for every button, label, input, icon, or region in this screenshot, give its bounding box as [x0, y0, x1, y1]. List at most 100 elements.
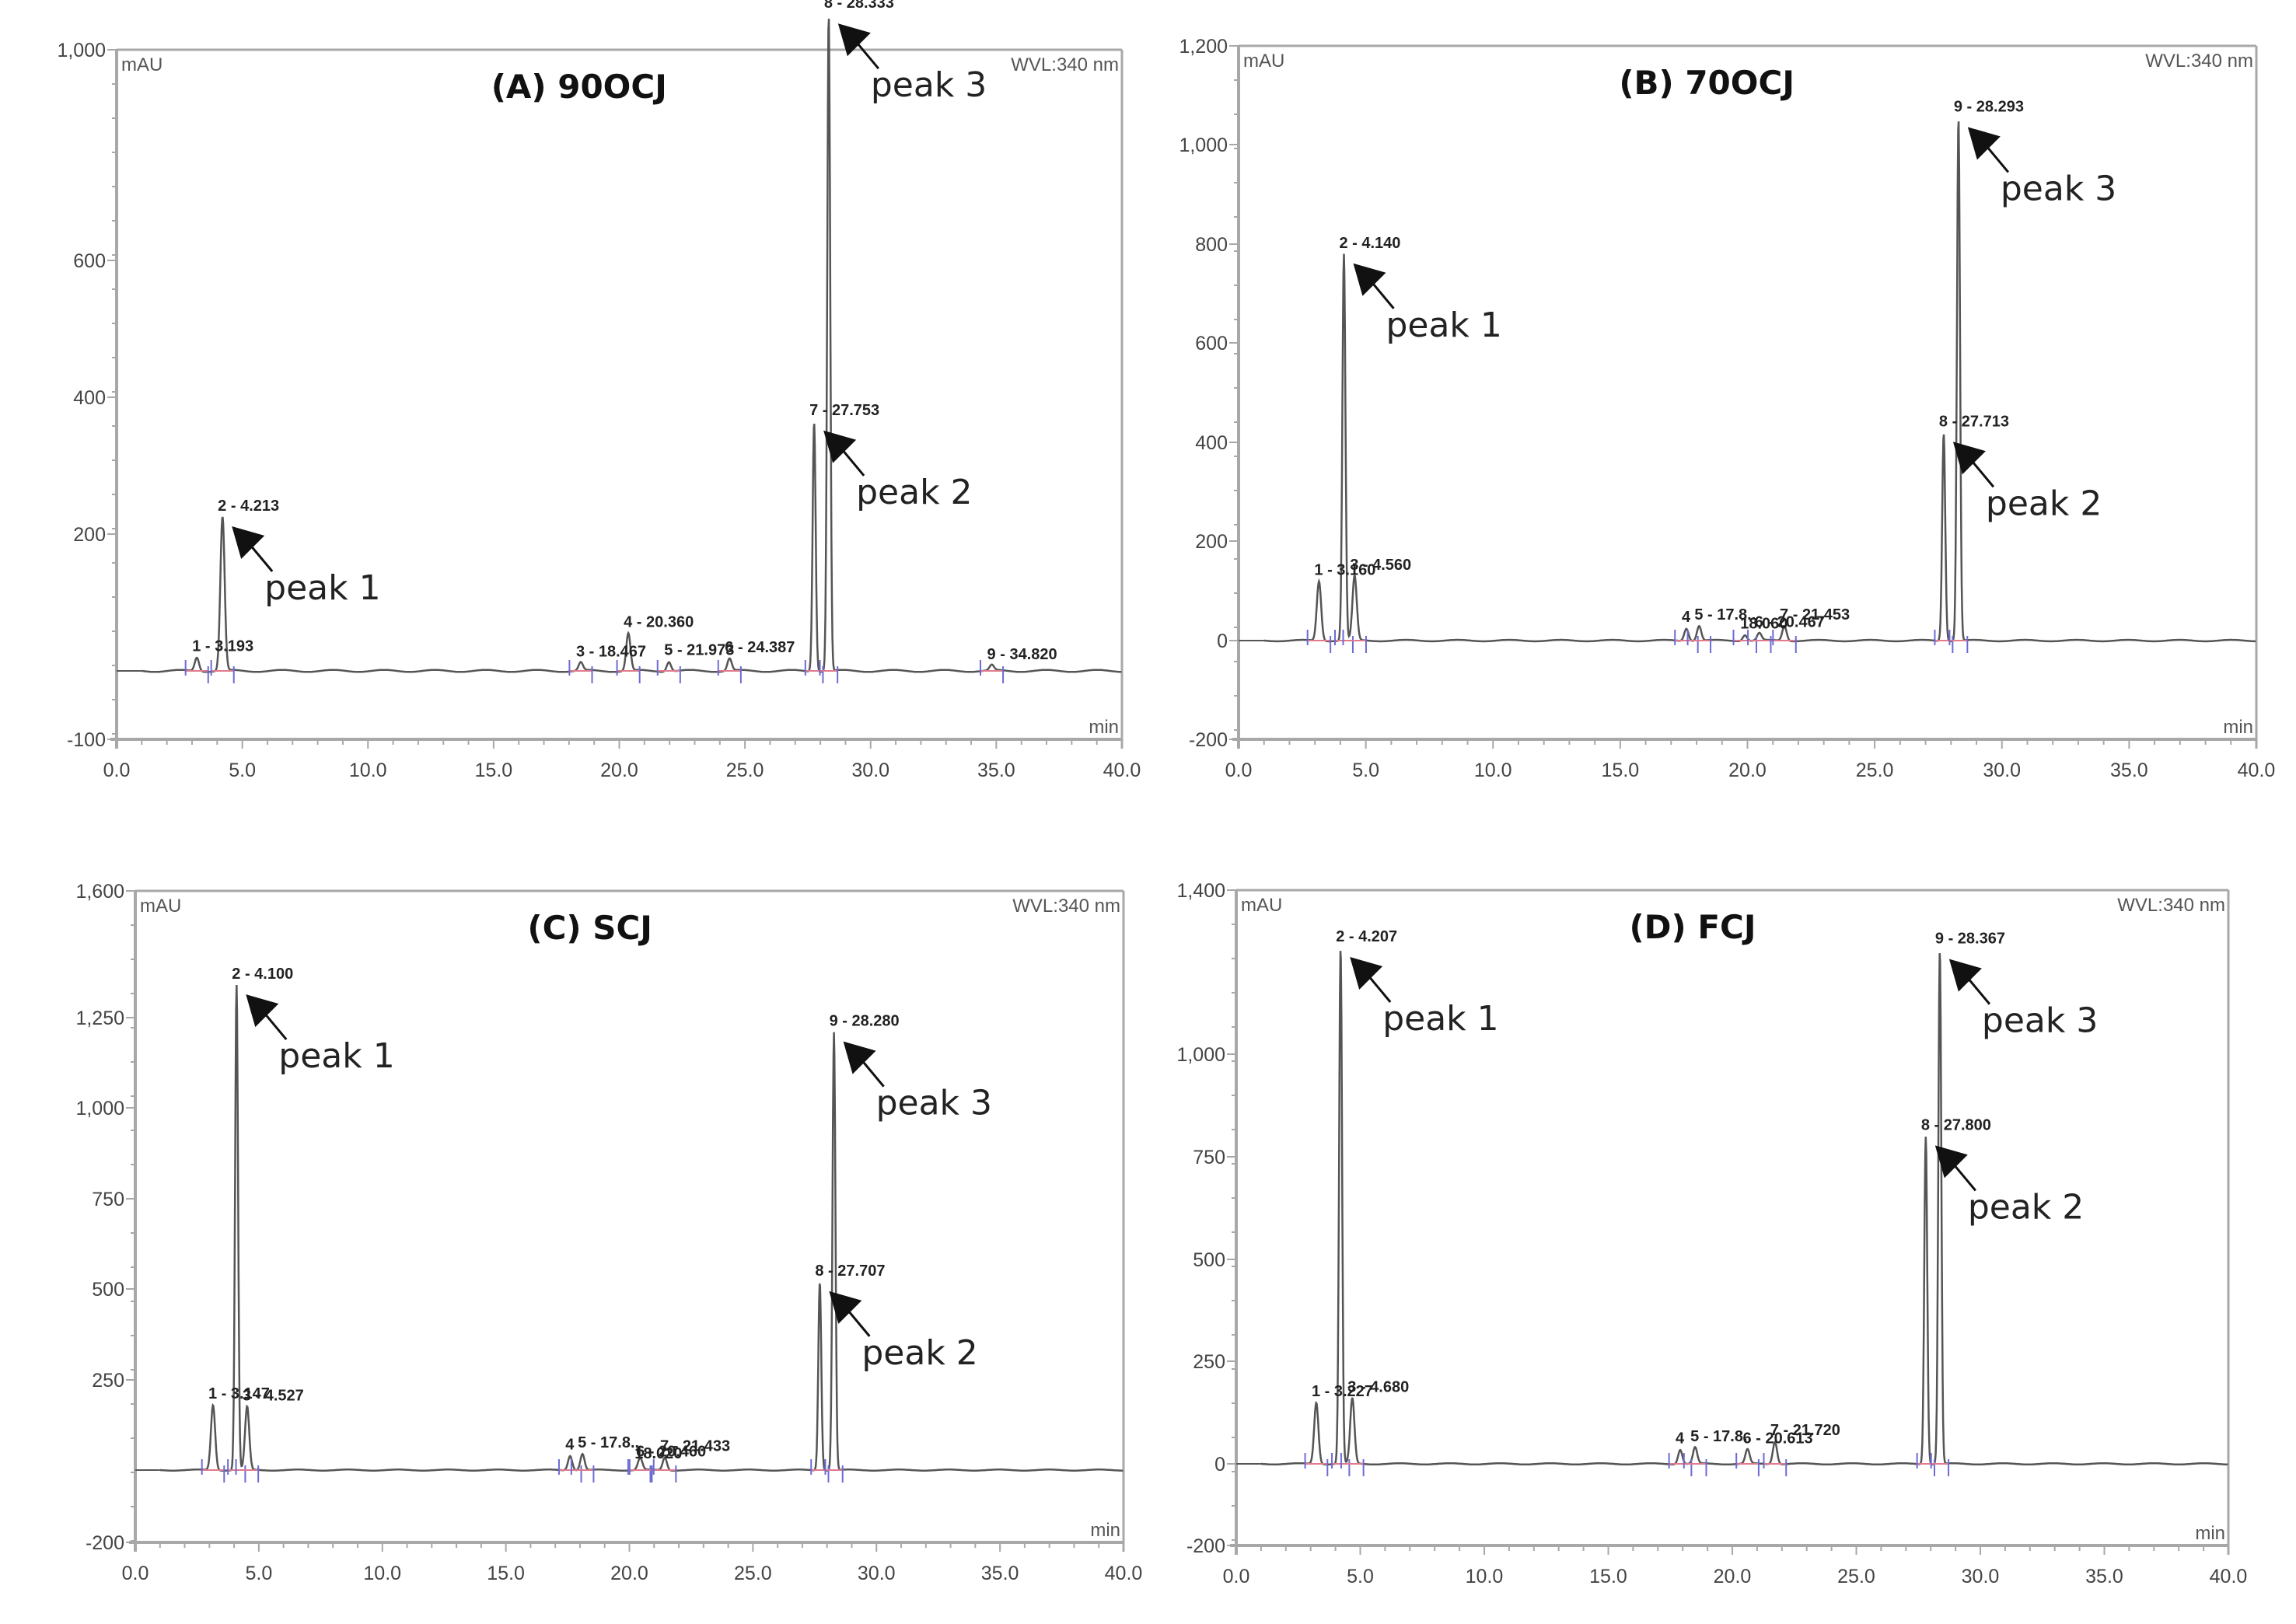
peak-label: 9 - 28.293	[1954, 98, 2024, 115]
y-unit-label: mAU	[121, 54, 163, 75]
x-tick-label: 20.0	[1728, 760, 1767, 781]
x-tick-label: 15.0	[1589, 1566, 1627, 1587]
y-tick-label: 200	[1195, 531, 1228, 553]
peak-annotation: peak 3	[843, 1041, 992, 1123]
x-tick-label: 5.0	[1352, 760, 1379, 781]
y-tick-label: 750	[92, 1189, 124, 1210]
peak-label: 7 - 21.433	[660, 1438, 730, 1455]
x-tick-label: 30.0	[858, 1563, 896, 1584]
arrow-icon	[1948, 959, 1982, 992]
arrow-icon	[829, 1290, 862, 1324]
peak-label: 8 - 28.333	[824, 0, 894, 12]
x-tick-label: 0.0	[1225, 760, 1253, 781]
x-tick-label: 20.0	[1714, 1566, 1752, 1587]
peak-annotation: peak 2	[829, 1290, 978, 1373]
peak-label: 4	[565, 1436, 575, 1453]
y-tick-label: 600	[73, 250, 106, 272]
peak-label: 2 - 4.213	[218, 498, 279, 515]
y-tick-label: 1,000	[57, 40, 106, 61]
y-tick-label: 800	[1195, 234, 1228, 256]
signal-trace	[1260, 951, 2228, 1466]
x-tick-label: 15.0	[1602, 760, 1640, 781]
peak-label: 3 - 4.560	[1350, 557, 1411, 574]
peak-label: 1 - 3.193	[192, 637, 253, 655]
peak-label: 5 - 17.8..	[1694, 606, 1756, 623]
y-tick-label: 750	[1193, 1147, 1225, 1168]
x-tick-label: 15.0	[475, 760, 513, 781]
panel-title: (B) 70OCJ	[1619, 64, 1795, 102]
x-tick-label: 20.0	[610, 1563, 648, 1584]
y-tick-label: 1,400	[1176, 880, 1225, 902]
arrow-icon	[843, 1041, 876, 1074]
peak-annotation: peak 3	[1948, 959, 2098, 1041]
x-tick-label: 15.0	[487, 1563, 525, 1584]
x-tick-label: 40.0	[1103, 760, 1141, 781]
x-tick-label: 40.0	[2238, 760, 2276, 781]
peak-label: 3 - 4.527	[243, 1388, 304, 1405]
peak-annotation: peak 1	[1353, 263, 1502, 345]
peak-label: 6 - 20.460	[636, 1444, 706, 1461]
peak-label: 7 - 21.453	[1780, 606, 1850, 623]
x-tick-label: 25.0	[1856, 760, 1894, 781]
peak-annotation-label: peak 1	[264, 568, 380, 608]
arrow-icon	[1952, 442, 1986, 475]
peak-label: 6 - 24.387	[725, 639, 795, 656]
peak-label: 2 - 4.140	[1339, 235, 1400, 252]
y-tick-label: 1,250	[75, 1008, 124, 1029]
peak-annotation: peak 2	[1934, 1145, 2084, 1227]
x-tick-label: 5.0	[1347, 1566, 1374, 1587]
y-tick-label: 600	[1195, 333, 1228, 354]
peak-annotation-label: peak 3	[1982, 1001, 2098, 1041]
peak-annotation: peak 1	[246, 994, 395, 1076]
y-tick-label: -200	[86, 1532, 124, 1554]
y-unit-label: mAU	[1241, 895, 1282, 916]
signal-trace	[1263, 121, 2256, 643]
chromatogram-panel-d: 1,400 1,000 750 500 250 0 -200 0.0 5.0 10.0 15.0 20…	[1176, 880, 2247, 1587]
x-tick-label: 30.0	[1962, 1566, 2000, 1587]
peak-label: 9 - 28.280	[830, 1013, 900, 1030]
x-unit-label: min	[1090, 1520, 1120, 1541]
peak-label: 7 - 21.720	[1770, 1422, 1840, 1439]
y-tick-label: 1,000	[1179, 134, 1228, 156]
chromatogram-panel-c: 1,600 1,250 1,000 750 500 250 -200 0.0 5.0 10.0 15…	[75, 881, 1142, 1584]
x-tick-label: 5.0	[229, 760, 256, 781]
y-unit-label: mAU	[140, 896, 181, 917]
peak-annotation-label: peak 1	[1386, 306, 1501, 345]
peak-annotation-label: peak 2	[856, 473, 972, 512]
x-unit-label: min	[2195, 1523, 2225, 1544]
peak-annotation-label: peak 2	[861, 1333, 977, 1373]
x-tick-label: 40.0	[1105, 1563, 1143, 1584]
y-tick-label: 400	[73, 387, 106, 409]
peak-annotation-label: peak 2	[1968, 1187, 2084, 1227]
wavelength-label: WVL:340 nm	[2145, 51, 2253, 72]
y-tick-label: 250	[92, 1370, 124, 1392]
peak-label: 9 - 28.367	[1935, 931, 2005, 948]
panel-title: (C) SCJ	[527, 909, 652, 947]
y-tick-label: 250	[1193, 1351, 1225, 1373]
peak-annotation-label: peak 1	[278, 1036, 394, 1076]
x-tick-label: 5.0	[245, 1563, 272, 1584]
x-tick-label: 0.0	[103, 760, 131, 781]
x-tick-label: 25.0	[726, 760, 764, 781]
arrow-icon	[1353, 263, 1386, 296]
y-tick-label: -100	[67, 729, 106, 751]
y-tick-label: -200	[1186, 1535, 1225, 1557]
peak-label: 4 - 20.360	[624, 614, 694, 631]
panel-title: (A) 90OCJ	[491, 68, 667, 106]
x-tick-label: 30.0	[851, 760, 889, 781]
y-tick-label: 500	[92, 1279, 124, 1301]
peak-label: 2 - 4.100	[232, 966, 293, 983]
peak-annotation: peak 3	[837, 23, 987, 105]
y-tick-label: 1,000	[1176, 1044, 1225, 1066]
x-tick-label: 35.0	[2085, 1566, 2123, 1587]
y-tick-label: 1,200	[1179, 36, 1228, 58]
peak-label: 18.020	[634, 1445, 682, 1462]
x-tick-label: 40.0	[2210, 1566, 2248, 1587]
peak-annotation: peak 1	[1350, 956, 1499, 1039]
arrow-icon	[1350, 956, 1383, 990]
peak-annotation: peak 3	[1967, 127, 2116, 208]
y-tick-label: 1,000	[75, 1098, 124, 1119]
x-unit-label: min	[1089, 717, 1119, 738]
peak-label: 8 - 27.800	[1921, 1116, 1991, 1133]
peak-label: 5 - 17.8..	[578, 1434, 639, 1451]
